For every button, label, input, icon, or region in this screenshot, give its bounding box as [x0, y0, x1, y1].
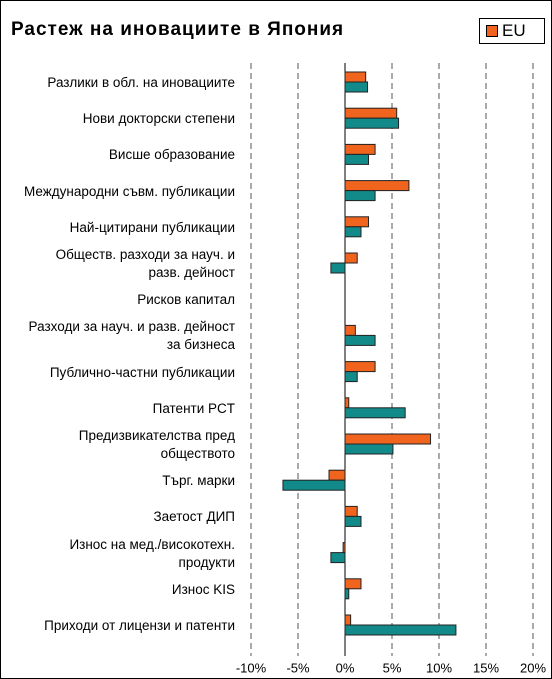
bar: [344, 81, 369, 93]
bar: [282, 479, 346, 491]
bar: [344, 614, 352, 626]
bar: [328, 469, 346, 481]
bar: [344, 180, 410, 192]
y-tick-label: Висше образование: [108, 147, 235, 163]
bar: [344, 226, 362, 238]
y-tick-label: Приходи от лицензи и патенти: [44, 618, 235, 633]
bar: [344, 252, 358, 264]
bar: [344, 117, 400, 129]
y-tick-label: Разлики в обл. на иновациите: [47, 75, 235, 90]
bar: [344, 107, 398, 119]
bar: [344, 143, 376, 155]
bar: [344, 216, 369, 228]
x-tick-label: 20%: [520, 660, 546, 675]
y-tick-label: Заетост ДИП: [153, 509, 236, 525]
bar: [344, 588, 350, 600]
chart-title: Растеж на иновациите в Япония: [11, 19, 345, 40]
x-tick-label: -5%: [286, 660, 310, 675]
y-tick-label: Патенти PCT: [152, 400, 235, 416]
x-tick-label: -10%: [236, 660, 267, 675]
bar: [344, 624, 457, 636]
bar: [330, 552, 346, 564]
y-tick-label: Износ KIS: [171, 581, 235, 597]
bar: [344, 505, 358, 517]
legend-swatch: [486, 25, 498, 37]
bar: [344, 324, 356, 336]
bar: [344, 190, 376, 202]
x-tick-label: 15%: [473, 660, 499, 675]
bar: [344, 578, 362, 590]
bar: [344, 371, 358, 383]
y-tick-label: Предизвикателства пред обществото: [78, 428, 235, 461]
y-tick-label: Разходи за науч. и разв. дейност за бизн…: [28, 319, 235, 353]
bar: [344, 433, 432, 445]
y-tick-label: Търг. марки: [162, 473, 235, 489]
y-tick-label: Международни съвм. публикации: [24, 183, 235, 199]
bar: [330, 262, 346, 274]
y-tick-label: Най-цитирани публикации: [69, 219, 235, 235]
x-tick-label: 0%: [336, 660, 355, 675]
bar: [344, 443, 394, 455]
x-tick-label: 5%: [383, 660, 402, 675]
y-tick-label: Износ на мед./високотехн. продукти: [69, 536, 235, 570]
y-tick-label: Рисков капитал: [137, 292, 235, 308]
bar: [344, 153, 369, 165]
y-tick-label: Обществ. разходи за науч. и разв. дейнос…: [55, 247, 235, 280]
bar: [344, 407, 406, 419]
bar: [344, 334, 376, 346]
legend-label: EU: [502, 21, 526, 40]
y-tick-label: Нови докторски степени: [82, 111, 235, 127]
bar: [344, 397, 350, 409]
y-tick-label: Публично-частни публикации: [49, 364, 235, 380]
bar: [342, 542, 346, 554]
legend: EU: [479, 18, 545, 44]
bar: [344, 361, 376, 373]
bar: [344, 515, 362, 527]
bar: [344, 71, 367, 83]
x-tick-label: 10%: [426, 660, 452, 675]
